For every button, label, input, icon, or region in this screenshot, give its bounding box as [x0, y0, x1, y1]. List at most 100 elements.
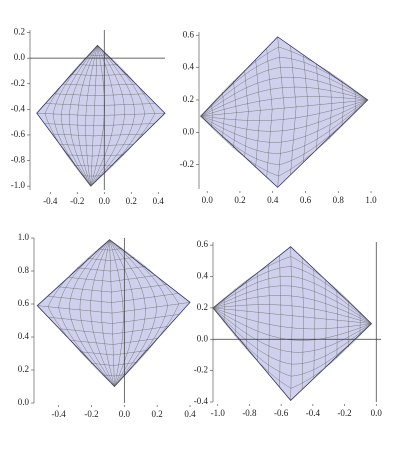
mesh-line [69, 45, 98, 187]
x-tick-label: -0.4 [52, 409, 67, 419]
y-tick-label: -0.2 [194, 365, 208, 375]
mesh-line [98, 248, 122, 251]
mesh-line [200, 99, 368, 165]
y-tick-label: -0.6 [11, 129, 26, 139]
x-tick-label: 0.4 [153, 196, 165, 206]
mesh-line [212, 307, 372, 353]
x-tick-label: -0.8 [242, 408, 257, 418]
panel: 0.6 0.4 0.2 0.0 -0.2 0.0 0.2 0.4 0.6 0.8 1.0 [180, 29, 377, 205]
mesh-line [74, 165, 114, 167]
x-tick-label: -0.4 [306, 408, 321, 418]
y-tick-label: 0.0 [197, 333, 209, 343]
y-tick-label: 0.4 [183, 62, 195, 72]
mesh-line [59, 326, 169, 335]
y-tick-label: 1.0 [18, 232, 30, 242]
y-tick-label: 0.6 [18, 298, 30, 308]
region [200, 36, 369, 188]
mesh-line [328, 71, 333, 139]
mesh-line [212, 307, 372, 341]
x-tick-label: -1.0 [211, 408, 226, 418]
mesh-line [79, 239, 115, 387]
x-tick-label: 0.2 [152, 409, 163, 419]
y-tick-label: -0.4 [11, 103, 26, 113]
mesh-line [80, 350, 149, 356]
mesh-line [212, 307, 372, 377]
mesh-line [277, 36, 285, 188]
mesh-line [85, 45, 98, 187]
panel: 0.60.40.20.0-0.2-0.4-1.0 -0.8 -0.6 -0.4 -0.2… [194, 239, 383, 418]
x-tick-label: 0.4 [184, 409, 196, 419]
mesh-line [48, 314, 180, 324]
mesh-line [36, 113, 166, 116]
y-tick-label: 0.2 [183, 94, 194, 104]
mesh-line [341, 80, 345, 127]
mesh-line [290, 246, 293, 401]
x-tick-label: -0.2 [84, 409, 98, 419]
mesh-line [37, 302, 191, 314]
y-tick-label: 0.0 [18, 397, 30, 407]
mesh-line [52, 45, 98, 187]
y-tick-label: 0.0 [183, 126, 195, 136]
y-tick-label: 0.8 [18, 265, 30, 275]
x-tick-label: -0.4 [43, 196, 58, 206]
y-tick-label: -0.8 [11, 155, 26, 165]
mesh-line [200, 99, 368, 154]
mesh-line [325, 279, 327, 369]
y-tick-label: 0.0 [14, 52, 26, 62]
mesh-line [69, 239, 115, 387]
mesh-line [58, 239, 115, 387]
mesh-line [101, 239, 115, 387]
mesh-line [44, 45, 98, 187]
mesh-line [354, 90, 356, 114]
mesh-line [62, 83, 137, 86]
mesh-line [79, 64, 118, 66]
x-tick-label: 0.8 [333, 195, 345, 205]
mesh-line [44, 123, 155, 126]
mesh-line [290, 45, 297, 175]
mesh-line [200, 99, 368, 143]
mesh-line [200, 99, 368, 132]
mesh-line [59, 144, 134, 147]
mesh-line [302, 257, 304, 390]
x-tick-label: 0.0 [119, 409, 131, 419]
y-tick-label: -0.4 [194, 396, 209, 406]
x-tick-label: 0.2 [126, 196, 137, 206]
mesh-line [212, 307, 372, 365]
y-tick-label: 0.6 [197, 239, 209, 249]
mesh-line [61, 45, 98, 187]
x-tick-label: 1.0 [365, 195, 377, 205]
x-tick-label: 0.0 [202, 195, 214, 205]
mesh-line [69, 338, 159, 345]
y-tick-label: -1.0 [11, 180, 26, 190]
x-tick-label: -0.2 [337, 408, 351, 418]
mesh-line [244, 70, 249, 158]
y-tick-label: 0.2 [18, 364, 29, 374]
x-tick-label: -0.6 [274, 408, 289, 418]
mesh-line [66, 154, 124, 157]
panel: 1.0 0.8 0.6 0.4 0.2 0.0 -0.4 -0.2 0.0 0.2 0.4 [18, 232, 196, 419]
y-tick-label: -0.2 [180, 159, 194, 169]
mesh-line [47, 239, 115, 387]
y-tick-label: 0.2 [197, 302, 208, 312]
mesh-line [303, 54, 309, 163]
x-tick-label: 0.4 [267, 195, 279, 205]
mesh-line [212, 307, 372, 330]
mesh-line [212, 307, 372, 389]
y-tick-label: 0.4 [18, 331, 30, 341]
y-tick-label: 0.4 [197, 271, 209, 281]
mesh-line [316, 63, 321, 151]
mesh-line [336, 289, 338, 358]
x-tick-label: 0.0 [99, 196, 111, 206]
mesh-line [52, 133, 144, 137]
x-tick-label: -0.2 [70, 196, 84, 206]
panel: 0.2 0.0 -0.2 -0.4 -0.6 -0.8 -1.0 -0.4 -0.2 0.0 0.2… [11, 27, 166, 206]
x-tick-label: 0.0 [371, 408, 383, 418]
x-tick-label: 0.2 [234, 195, 245, 205]
y-tick-label: 0.2 [14, 27, 25, 37]
mesh-line [90, 239, 115, 387]
x-tick-label: 0.6 [300, 195, 312, 205]
mesh-line [200, 99, 368, 121]
mesh-line [77, 45, 98, 187]
